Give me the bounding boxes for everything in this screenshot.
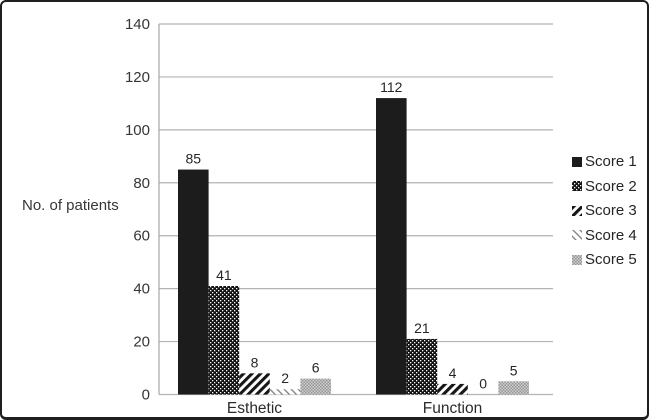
gray-checker-dots-swatch-icon xyxy=(572,254,582,265)
y-tick-label: 60 xyxy=(133,228,150,245)
bar-score-5-function xyxy=(498,381,529,395)
category-label-esthetic: Esthetic xyxy=(227,400,282,417)
bar-score-1-esthetic xyxy=(178,169,209,395)
bar-score-1-function xyxy=(376,98,407,395)
bar-value-label: 21 xyxy=(414,320,430,336)
solid-black-swatch-icon xyxy=(572,156,582,167)
y-tick-label: 100 xyxy=(125,122,150,139)
category-label-function: Function xyxy=(423,400,482,417)
bar-value-label: 85 xyxy=(186,151,202,167)
legend: Score 1 Score 2 Score 3 Score 4 Score 5 xyxy=(572,153,637,268)
y-tick-label: 80 xyxy=(133,175,150,192)
y-tick-label: 140 xyxy=(125,16,150,33)
bar-value-label: 41 xyxy=(216,267,232,283)
legend-marker xyxy=(572,205,582,216)
legend-label: Score 4 xyxy=(585,226,637,244)
black-diagonal-stripes-up-swatch-icon xyxy=(572,205,582,216)
legend-marker xyxy=(572,254,582,265)
y-tick-label: 0 xyxy=(142,387,150,404)
bar-score-4-esthetic xyxy=(269,389,301,395)
bar-score-5-esthetic xyxy=(300,378,331,395)
thin-gray-diagonal-stripes-down-swatch-icon xyxy=(572,230,582,240)
bar-value-label: 112 xyxy=(380,79,403,95)
legend-item-score-1: Score 1 xyxy=(572,153,637,170)
bar-score-3-esthetic xyxy=(239,373,270,395)
bar-score-2-esthetic xyxy=(208,285,240,395)
legend-marker xyxy=(572,230,582,240)
bar-score-3-function xyxy=(437,383,468,395)
legend-label: Score 3 xyxy=(585,202,637,219)
bar-value-label: 6 xyxy=(312,360,320,376)
legend-item-score-2: Score 2 xyxy=(572,178,637,195)
legend-label: Score 5 xyxy=(585,251,637,268)
bar-score-2-function xyxy=(406,338,438,395)
legend-item-score-4: Score 4 xyxy=(572,227,637,244)
y-tick-label: 40 xyxy=(133,281,150,298)
legend-item-score-3: Score 3 xyxy=(572,202,637,219)
labels-layer: 85 41 8 2 6 Esthetic 112 21 4 0 5 Function xyxy=(186,79,518,417)
bar-value-label: 8 xyxy=(251,354,259,370)
bar-value-label: 2 xyxy=(281,370,289,386)
bars-layer xyxy=(178,98,529,395)
legend-label: Score 1 xyxy=(585,153,637,170)
y-axis-title: No. of patients xyxy=(22,197,119,214)
legend-marker xyxy=(572,156,582,167)
legend-item-score-5: Score 5 xyxy=(572,251,637,268)
bar-value-label: 0 xyxy=(479,376,487,392)
bar-value-label: 4 xyxy=(449,365,457,381)
bar-value-label: 5 xyxy=(510,362,518,378)
white-dots-on-black-swatch-icon xyxy=(572,181,582,191)
y-tick-label: 120 xyxy=(125,69,150,86)
legend-marker xyxy=(572,181,582,191)
legend-label: Score 2 xyxy=(585,177,637,195)
y-tick-label: 20 xyxy=(133,334,150,351)
